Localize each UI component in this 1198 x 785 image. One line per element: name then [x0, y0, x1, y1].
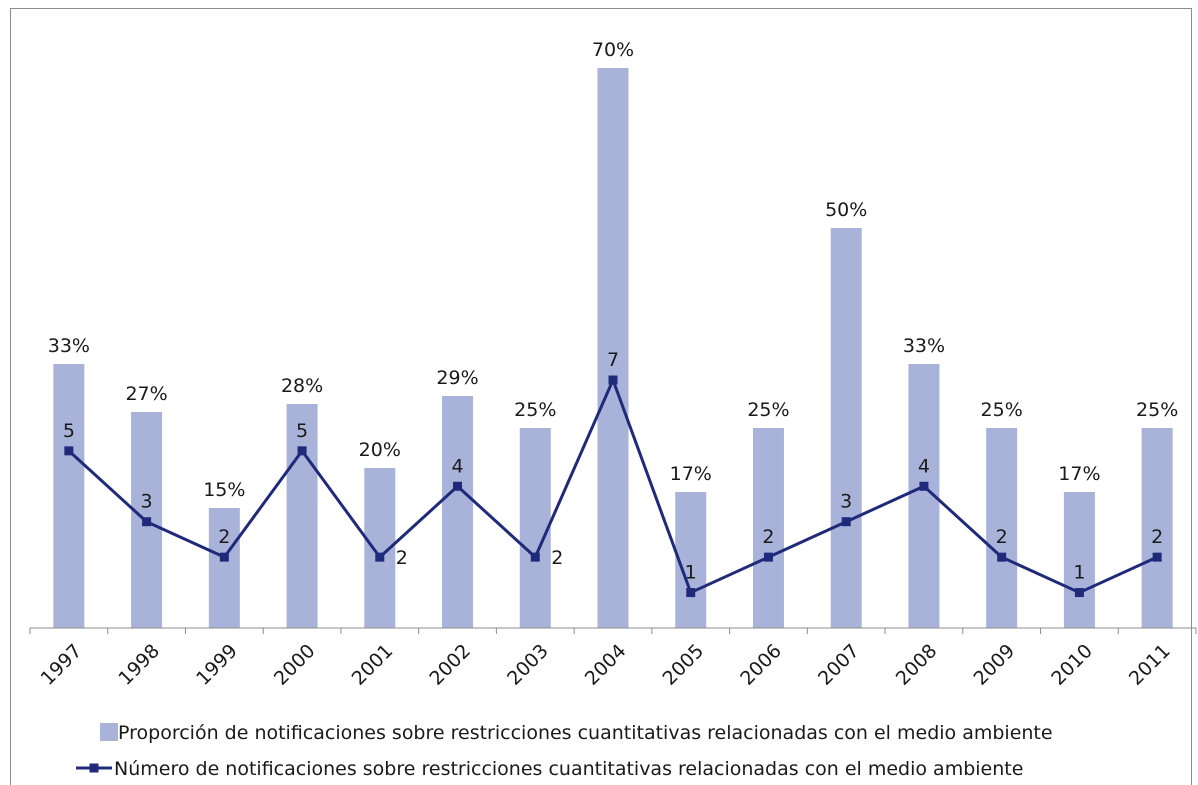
- bar-data-label: 33%: [903, 335, 945, 357]
- point-data-label: 2: [396, 547, 408, 569]
- bar: [519, 428, 551, 628]
- bar-data-label: 20%: [359, 439, 401, 461]
- line-marker: [763, 552, 773, 562]
- point-data-label: 2: [551, 547, 563, 569]
- point-data-label: 4: [918, 455, 930, 477]
- line-marker: [608, 375, 618, 385]
- bar-data-label: 33%: [48, 335, 90, 357]
- bar: [286, 404, 318, 628]
- x-tick-label: 2011: [1125, 640, 1175, 690]
- line-marker: [219, 552, 229, 562]
- line-marker: [997, 552, 1007, 562]
- x-tick-label: 1998: [114, 640, 164, 690]
- point-data-label: 2: [996, 526, 1008, 548]
- bar-series: [53, 68, 1173, 628]
- legend-line-label: Número de notificaciones sobre restricci…: [114, 758, 1023, 780]
- bar: [208, 508, 240, 628]
- bar: [1141, 428, 1173, 628]
- bar-data-label: 17%: [1058, 463, 1100, 485]
- line-marker: [375, 552, 385, 562]
- line-series: [64, 375, 1162, 598]
- bar-data-label: 25%: [981, 399, 1023, 421]
- bar: [53, 364, 85, 628]
- x-tick-label: 1997: [37, 640, 87, 690]
- bar-data-label: 27%: [125, 383, 167, 405]
- bar-label-group: 33% 27% 15% 28% 20% 29% 25% 70% 17% 25% 50% 33% 25% 1…: [48, 39, 1179, 501]
- bar-data-label: 25%: [747, 399, 789, 421]
- bar-data-label: 50%: [825, 199, 867, 221]
- line-marker: [841, 517, 851, 527]
- x-tick-label: 1999: [192, 640, 242, 690]
- x-axis: [29, 627, 1197, 634]
- x-tick-label: 2006: [736, 640, 786, 690]
- bar-data-label: 25%: [1136, 399, 1178, 421]
- bar-data-label: 17%: [670, 463, 712, 485]
- line-marker: [142, 517, 152, 527]
- line-marker: [64, 446, 74, 456]
- point-data-label: 2: [1151, 526, 1163, 548]
- x-tick-label: 2002: [425, 640, 475, 690]
- point-data-label: 4: [451, 455, 463, 477]
- x-tick-label: 2000: [270, 640, 320, 690]
- point-data-label: 2: [218, 526, 230, 548]
- point-data-label: 3: [840, 491, 852, 513]
- point-data-label: 5: [296, 420, 308, 442]
- point-data-label: 1: [1073, 562, 1085, 584]
- x-tick-label: 2003: [503, 640, 553, 690]
- line-marker: [1074, 588, 1084, 598]
- legend-bar-swatch: [100, 723, 118, 741]
- bar: [830, 228, 862, 628]
- bar-data-label: 29%: [436, 367, 478, 389]
- line-marker: [1152, 552, 1162, 562]
- bar: [442, 396, 474, 628]
- x-tick-labels: 1997 1998 1999 2000 2001 2002 2003 2004 2005 2006…: [37, 640, 1175, 690]
- chart-frame: [10, 8, 1192, 785]
- legend-bar-label: Proporción de notificaciones sobre restr…: [118, 722, 1053, 744]
- line-marker: [919, 481, 929, 491]
- x-tick-label: 2001: [348, 640, 398, 690]
- x-tick-label: 2010: [1047, 640, 1097, 690]
- x-tick-label: 2009: [969, 640, 1019, 690]
- point-data-label: 1: [685, 562, 697, 584]
- bar-data-label: 70%: [592, 39, 634, 61]
- x-tick-label: 2005: [659, 640, 709, 690]
- x-tick-label: 2004: [581, 640, 631, 690]
- point-data-label: 7: [607, 349, 619, 371]
- line-marker: [453, 481, 463, 491]
- bar-data-label: 25%: [514, 399, 556, 421]
- bar-data-label: 28%: [281, 375, 323, 397]
- point-data-label: 3: [141, 491, 153, 513]
- bar-data-label: 15%: [203, 479, 245, 501]
- legend: Proporción de notificaciones sobre restr…: [76, 722, 1053, 780]
- point-data-label: 5: [63, 420, 75, 442]
- bar: [597, 68, 629, 628]
- legend-line-marker: [89, 763, 99, 773]
- bar: [1063, 492, 1095, 628]
- line-marker: [686, 588, 696, 598]
- x-tick-label: 2007: [814, 640, 864, 690]
- bar: [752, 428, 784, 628]
- x-tick-label: 2008: [892, 640, 942, 690]
- bar: [986, 428, 1018, 628]
- point-data-label: 2: [762, 526, 774, 548]
- line-marker: [297, 446, 307, 456]
- line-marker: [530, 552, 540, 562]
